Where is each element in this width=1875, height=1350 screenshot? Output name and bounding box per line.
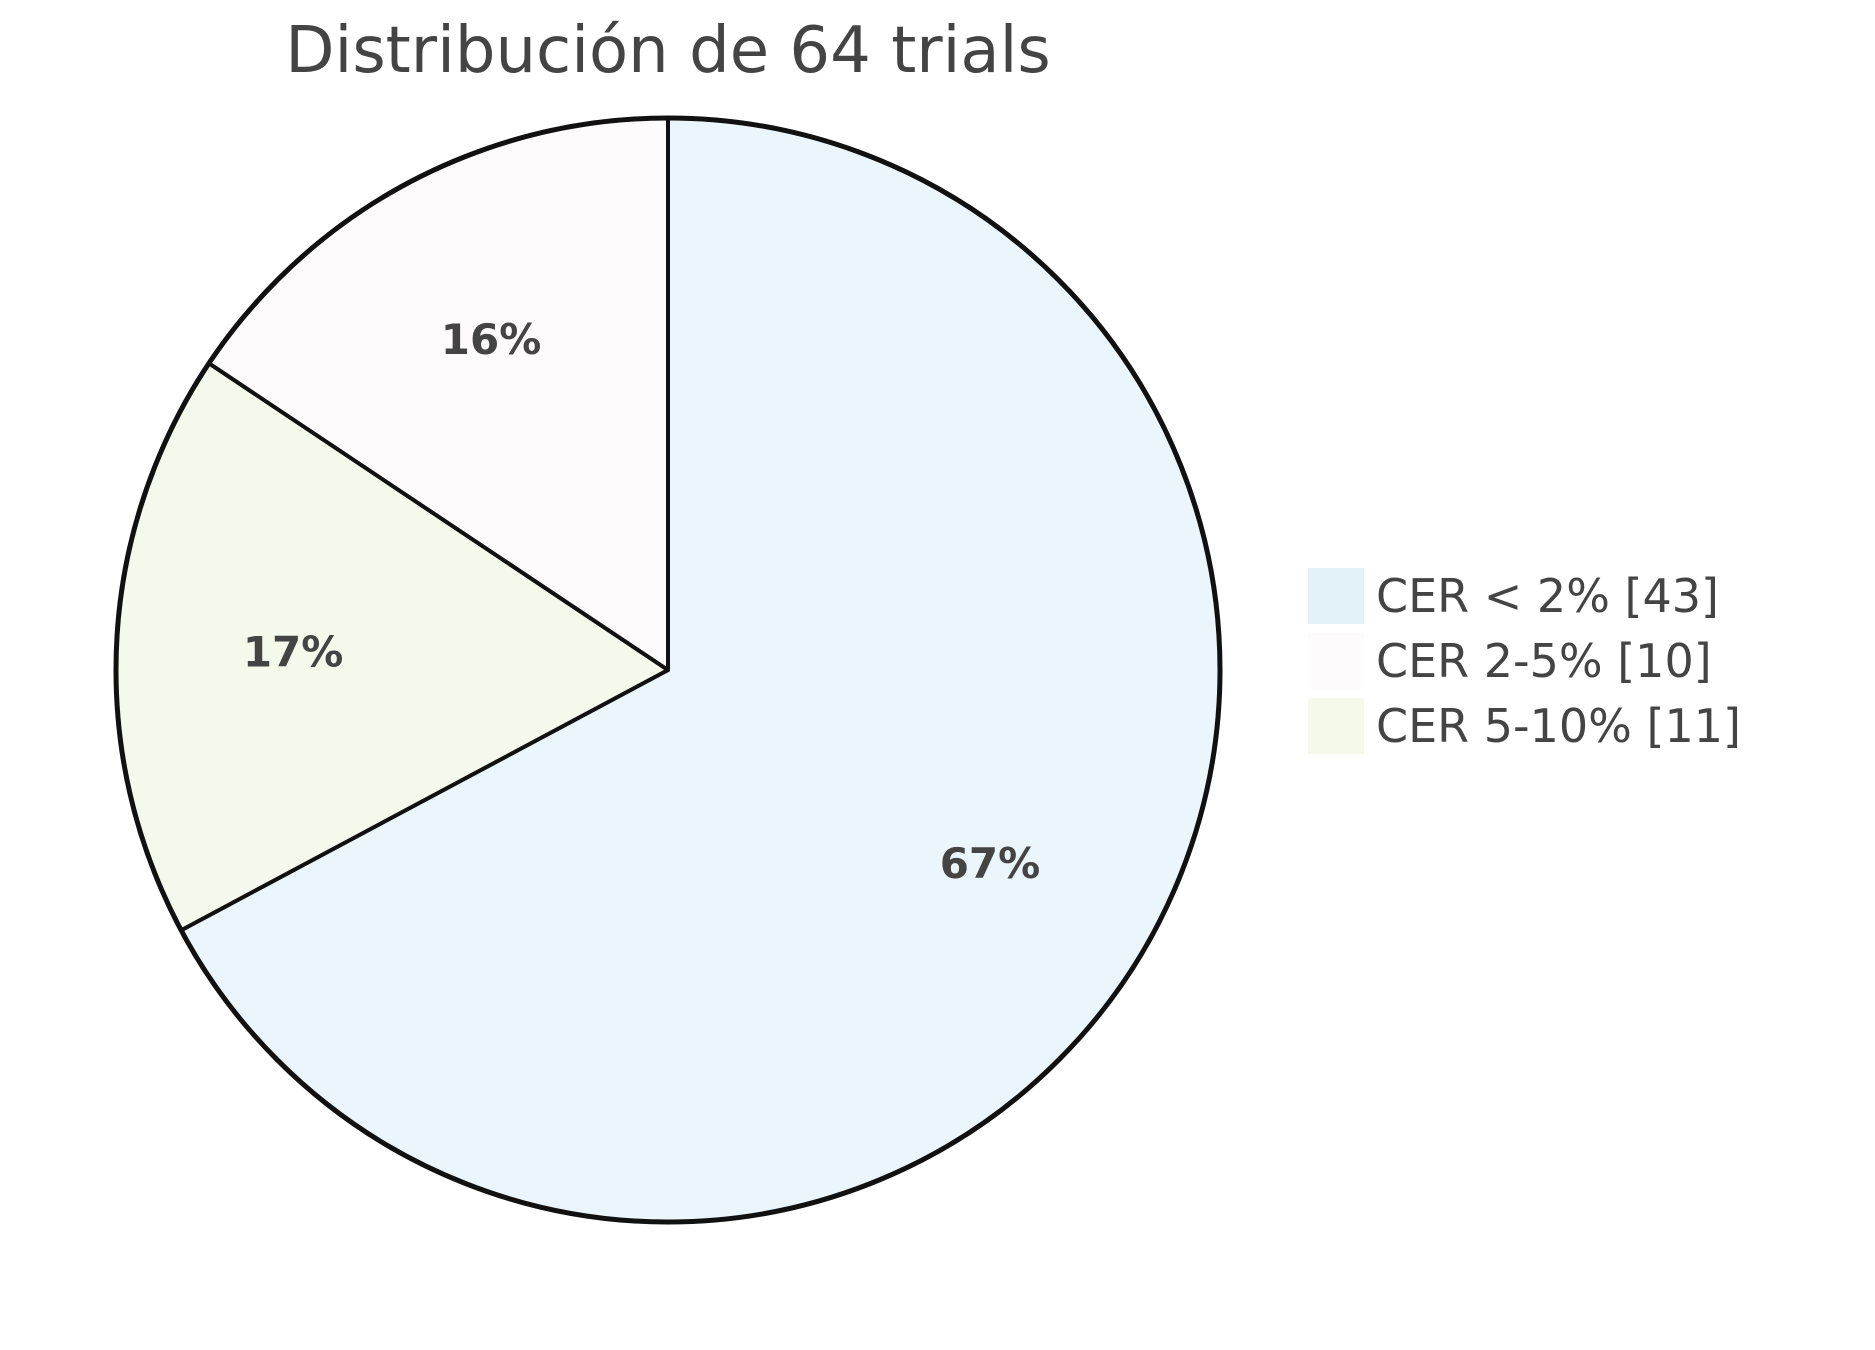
slice-labels: 67% 17% 16% xyxy=(243,315,1040,888)
chart-title: Distribución de 64 trials xyxy=(285,14,1050,88)
legend-item-2[interactable]: CER 5-10% [11] xyxy=(1376,699,1741,753)
legend-swatch-1 xyxy=(1308,633,1364,689)
legend-item-1[interactable]: CER 2-5% [10] xyxy=(1376,634,1712,688)
pie-outline xyxy=(113,115,1223,1225)
slice-label-1: 17% xyxy=(243,628,344,677)
legend: CER < 2% [43] CER 2-5% [10] CER 5-10% [1… xyxy=(1308,568,1741,754)
legend-swatch-2 xyxy=(1308,698,1364,754)
slice-label-2: 16% xyxy=(441,315,542,364)
pie-slices xyxy=(114,116,1222,1224)
legend-swatch-0 xyxy=(1308,568,1364,624)
slice-label-0: 67% xyxy=(940,839,1041,888)
legend-item-0[interactable]: CER < 2% [43] xyxy=(1376,569,1719,623)
